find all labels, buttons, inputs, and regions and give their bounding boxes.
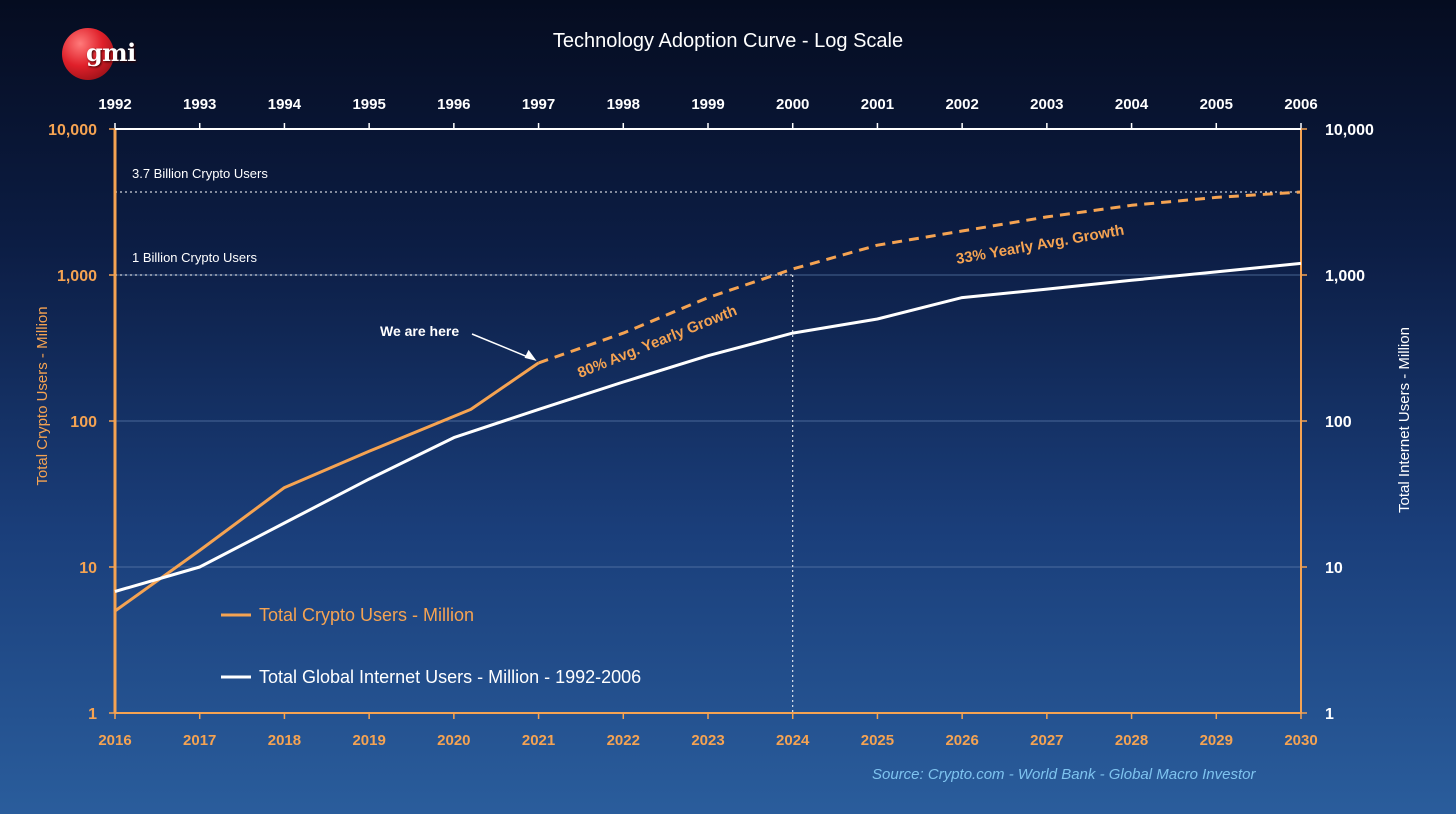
we-are-here-arrowhead <box>524 349 537 361</box>
y-left-tick-label: 1 <box>88 706 97 723</box>
y-right-tick-label: 1,000 <box>1325 268 1365 285</box>
x-bottom-tick-label: 2029 <box>1200 732 1233 749</box>
x-top-tick-label: 1992 <box>98 96 131 113</box>
x-bottom-tick-label: 2021 <box>522 732 555 749</box>
x-bottom-tick-label: 2016 <box>98 732 131 749</box>
x-top-tick-label: 2006 <box>1284 96 1317 113</box>
crypto-users-line <box>114 361 540 613</box>
x-top-tick-label: 2003 <box>1030 96 1063 113</box>
chart-title: Technology Adoption Curve - Log Scale <box>552 30 904 52</box>
x-top-tick-label: 1995 <box>352 96 385 113</box>
x-bottom-tick-label: 2018 <box>268 732 301 749</box>
x-top-tick-label: 2004 <box>1115 96 1149 113</box>
x-top-tick-label: 2005 <box>1200 96 1233 113</box>
x-bottom-tick-label: 2030 <box>1284 732 1317 749</box>
x-top-tick-label: 1997 <box>522 96 555 113</box>
we-are-here-arrow <box>471 333 533 360</box>
y-right-tick-label: 100 <box>1325 414 1352 431</box>
y-right-tick-label: 10,000 <box>1325 122 1374 139</box>
x-top-tick-label: 1994 <box>268 96 302 113</box>
ref-label-1-billion: 1 Billion Crypto Users <box>132 250 257 265</box>
x-bottom-tick-label: 2020 <box>437 732 470 749</box>
x-bottom-tick-label: 2022 <box>607 732 640 749</box>
x-bottom-tick-label: 2017 <box>183 732 216 749</box>
x-top-tick-label: 1999 <box>691 96 724 113</box>
x-bottom-tick-label: 2019 <box>352 732 385 749</box>
x-top-tick-label: 1993 <box>183 96 216 113</box>
x-top-tick-label: 1996 <box>437 96 470 113</box>
y-right-tick-label: 1 <box>1325 706 1334 723</box>
source-note: Source: Crypto.com - World Bank - Global… <box>872 766 1256 783</box>
legend-label: Total Crypto Users - Million <box>259 605 474 625</box>
y-right-tick-label: 10 <box>1325 560 1343 577</box>
ref-label-3-7-billion: 3.7 Billion Crypto Users <box>132 166 268 181</box>
y-left-tick-label: 1,000 <box>57 268 97 285</box>
x-bottom-tick-label: 2027 <box>1030 732 1063 749</box>
x-bottom-tick-label: 2028 <box>1115 732 1148 749</box>
growth-annotation-80: 80% Avg. Yearly Growth <box>575 302 739 382</box>
y-left-tick-label: 10 <box>79 560 97 577</box>
x-top-tick-label: 2002 <box>945 96 978 113</box>
y-left-axis-title: Total Crypto Users - Million <box>34 306 51 485</box>
x-top-tick-label: 2000 <box>776 96 809 113</box>
we-are-here-label: We are here <box>380 323 459 339</box>
logo-ball-icon <box>62 28 114 80</box>
x-bottom-tick-label: 2025 <box>861 732 894 749</box>
x-top-tick-label: 1998 <box>607 96 640 113</box>
y-left-tick-label: 100 <box>70 414 97 431</box>
logo-text: gmi <box>86 38 136 67</box>
x-bottom-tick-label: 2026 <box>945 732 978 749</box>
x-top-tick-label: 2001 <box>861 96 894 113</box>
y-right-axis-title: Total Internet Users - Million <box>1396 327 1413 513</box>
x-bottom-tick-label: 2023 <box>691 732 724 749</box>
legend-label: Total Global Internet Users - Million - … <box>259 667 641 687</box>
gmi-logo: gmi <box>62 28 136 80</box>
y-left-tick-label: 10,000 <box>48 122 97 139</box>
x-bottom-tick-label: 2024 <box>776 732 810 749</box>
